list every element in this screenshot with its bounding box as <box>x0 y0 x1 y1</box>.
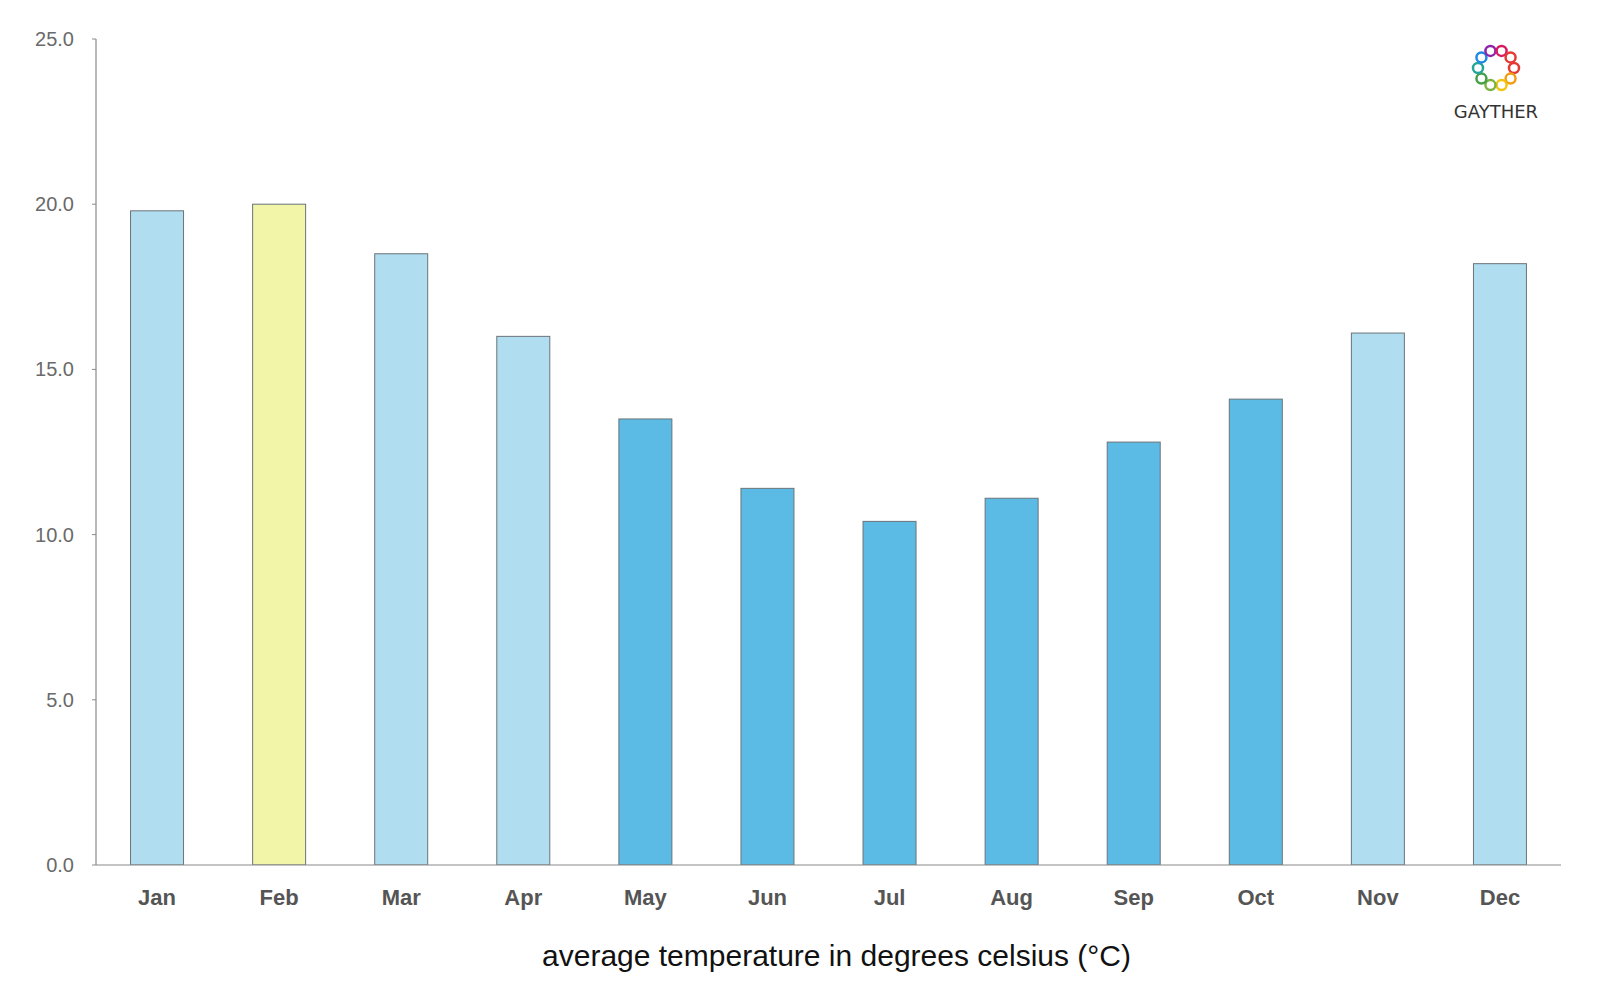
logo-dot <box>1473 63 1483 73</box>
x-axis-label: average temperature in degrees celsius (… <box>542 939 1131 972</box>
x-axis <box>96 864 1561 865</box>
logo-dot <box>1476 74 1486 84</box>
bar <box>863 521 916 865</box>
bar <box>985 498 1038 865</box>
x-tick-label: Jan <box>138 885 176 910</box>
bar <box>619 419 672 865</box>
logo-dot <box>1509 63 1519 73</box>
logo-dot <box>1497 46 1507 56</box>
y-tick-label: 25.0 <box>35 28 74 50</box>
logo-dot <box>1506 52 1516 62</box>
x-tick-label: Aug <box>990 885 1033 910</box>
logo-dot <box>1485 80 1495 90</box>
y-axis <box>95 39 96 865</box>
bar <box>375 254 428 865</box>
x-tick-label: Dec <box>1480 885 1520 910</box>
bars <box>131 204 1527 865</box>
x-tick-label: Feb <box>260 885 299 910</box>
bar <box>1473 264 1526 865</box>
y-tick-label: 10.0 <box>35 524 74 546</box>
logo: GAYTHER <box>1454 46 1538 122</box>
bar <box>497 336 550 865</box>
bar <box>741 488 794 865</box>
y-tick-label: 0.0 <box>46 854 74 876</box>
bar <box>1229 399 1282 865</box>
y-tick <box>92 369 96 370</box>
x-tick-label: Jun <box>748 885 787 910</box>
logo-text: GAYTHER <box>1454 101 1538 122</box>
logo-dot <box>1497 80 1507 90</box>
x-tick-label: Sep <box>1114 885 1154 910</box>
x-tick-label: Apr <box>504 885 542 910</box>
x-tick-label: Oct <box>1237 885 1274 910</box>
logo-dot <box>1476 52 1486 62</box>
bar <box>1107 442 1160 865</box>
bar <box>1351 333 1404 865</box>
logo-dot <box>1485 46 1495 56</box>
y-tick <box>92 204 96 205</box>
y-tick <box>92 39 96 40</box>
chart: 0.0 5.0 10.0 15.0 20.0 25.0 Jan Feb Mar Apr May Jun… <box>0 0 1600 1000</box>
bar <box>131 211 184 865</box>
y-tick-label: 15.0 <box>35 358 74 380</box>
x-tick-label: Mar <box>382 885 422 910</box>
x-tick-label: May <box>624 885 668 910</box>
y-tick <box>92 534 96 535</box>
x-tick-label: Nov <box>1357 885 1399 910</box>
logo-dot <box>1506 74 1516 84</box>
bar <box>253 204 306 865</box>
y-tick <box>92 699 96 700</box>
y-tick-label: 5.0 <box>46 689 74 711</box>
y-tick <box>92 865 96 866</box>
x-tick-label: Jul <box>874 885 906 910</box>
y-tick-label: 20.0 <box>35 193 74 215</box>
